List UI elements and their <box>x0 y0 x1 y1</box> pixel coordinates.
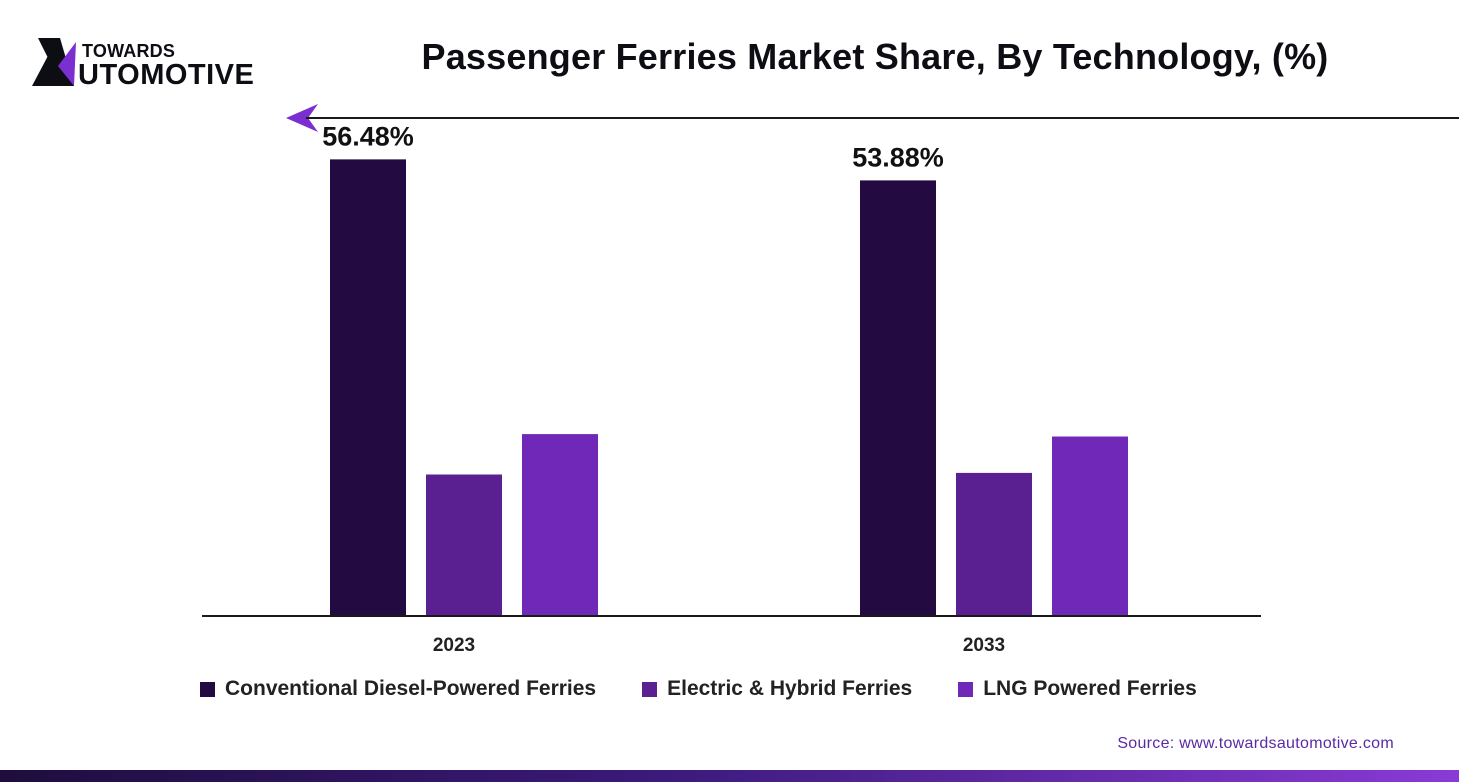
chart-title: Passenger Ferries Market Share, By Techn… <box>421 36 1329 77</box>
legend-item-electric: Electric & Hybrid Ferries <box>642 677 912 701</box>
brand-logo-mark <box>32 38 76 86</box>
chart-legend: Conventional Diesel-Powered Ferries Elec… <box>200 677 1243 701</box>
data-label-2023: 56.48% <box>322 121 414 151</box>
x-tick-label-2033: 2033 <box>963 635 1005 656</box>
bar-2023-0 <box>330 159 406 616</box>
source-note: Source: www.towardsautomotive.com <box>1117 735 1394 752</box>
legend-item-diesel: Conventional Diesel-Powered Ferries <box>200 677 596 701</box>
x-tick-label-2023: 2023 <box>433 635 475 656</box>
legend-swatch-lng <box>958 681 974 697</box>
bar-2023-2 <box>522 434 598 616</box>
data-label-2033: 53.88% <box>852 142 944 172</box>
legend-label-electric: Electric & Hybrid Ferries <box>667 677 913 700</box>
bar-2033-0 <box>860 180 936 616</box>
legend-swatch-diesel <box>200 681 215 697</box>
legend-label-diesel: Conventional Diesel-Powered Ferries <box>225 677 597 700</box>
legend-swatch-electric <box>642 681 658 697</box>
bar-2023-1 <box>426 474 502 616</box>
brand-logo: TOWARDS UTOMOTIVE <box>28 34 288 96</box>
header-divider <box>286 104 1459 132</box>
legend-label-lng: LNG Powered Ferries <box>983 677 1197 700</box>
legend-item-lng: LNG Powered Ferries <box>958 677 1197 701</box>
chevron-left-icon <box>286 104 318 132</box>
bar-2033-1 <box>956 472 1032 616</box>
footer-bar <box>0 770 1459 782</box>
bar-2033-2 <box>1052 436 1128 616</box>
brand-name-top: TOWARDS <box>82 41 176 61</box>
brand-name-bottom: UTOMOTIVE <box>78 59 255 91</box>
